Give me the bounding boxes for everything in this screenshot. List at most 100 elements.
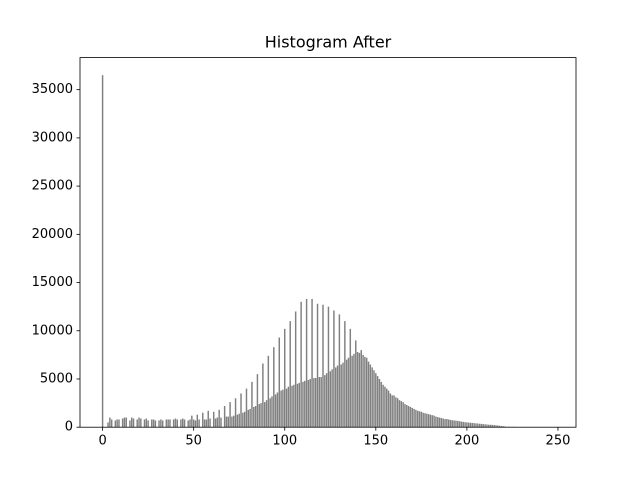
bar	[369, 364, 372, 428]
bar	[234, 398, 237, 428]
bar	[333, 310, 335, 428]
bar	[475, 423, 477, 428]
bar	[289, 321, 291, 428]
bar	[335, 367, 337, 428]
bar	[340, 364, 342, 428]
bar	[165, 419, 168, 428]
bar	[316, 303, 319, 428]
bar	[196, 414, 199, 428]
bar	[260, 403, 262, 428]
bar	[375, 373, 377, 428]
bar	[336, 365, 339, 428]
bar	[355, 340, 357, 428]
bar	[121, 418, 124, 428]
bar	[154, 420, 157, 428]
bar	[353, 353, 355, 428]
bar	[192, 419, 195, 428]
bar	[318, 377, 321, 428]
x-tick-label: 200	[454, 434, 479, 449]
bar	[198, 419, 200, 428]
bar	[416, 410, 419, 428]
bar	[238, 413, 240, 428]
bar	[402, 402, 404, 428]
bar	[389, 393, 392, 428]
bar	[231, 416, 233, 428]
bar	[451, 420, 454, 428]
bar	[278, 337, 281, 428]
x-tick-label: 150	[363, 434, 388, 449]
bar	[367, 361, 370, 428]
bar	[189, 419, 191, 428]
bar	[331, 369, 333, 428]
bar	[464, 422, 466, 428]
bar	[406, 405, 408, 428]
bar	[258, 404, 260, 428]
bar	[458, 421, 461, 428]
bar	[382, 384, 384, 428]
bar	[294, 311, 297, 428]
bar	[202, 412, 204, 428]
bar	[455, 420, 457, 428]
bar	[364, 356, 366, 428]
bar	[263, 402, 266, 428]
bar	[437, 417, 439, 428]
bar	[214, 418, 217, 428]
bar	[262, 363, 264, 428]
bar	[284, 328, 286, 428]
bar	[420, 411, 423, 428]
bar	[400, 401, 403, 428]
bar	[314, 378, 317, 428]
bar	[305, 298, 308, 428]
bar	[495, 425, 497, 428]
bar	[209, 418, 211, 428]
bar	[467, 422, 470, 428]
bar	[207, 410, 209, 428]
bar	[477, 423, 479, 428]
bar	[123, 417, 126, 428]
bar	[242, 412, 244, 428]
bar	[386, 388, 388, 428]
bar	[466, 422, 468, 428]
bar	[227, 416, 230, 428]
bar	[497, 425, 499, 428]
bar	[249, 408, 251, 428]
bar	[373, 370, 375, 428]
y-tick-label: 35000	[32, 82, 73, 97]
bar	[469, 422, 472, 428]
bar	[426, 413, 428, 428]
bar	[216, 417, 219, 428]
bar	[462, 421, 464, 428]
bar	[358, 352, 361, 428]
bar	[344, 321, 346, 428]
bar	[245, 388, 248, 428]
bar	[240, 393, 242, 428]
bar	[158, 420, 160, 428]
bar	[446, 419, 448, 428]
bar	[182, 418, 184, 428]
bar	[491, 424, 494, 428]
bar	[172, 419, 175, 428]
bar	[194, 420, 197, 428]
bar	[116, 419, 118, 428]
bar	[174, 418, 177, 428]
bar	[351, 355, 353, 428]
bar	[356, 351, 359, 428]
bar	[280, 390, 282, 428]
bar	[143, 419, 146, 428]
bar	[282, 389, 284, 428]
x-tick-label: 0	[98, 434, 106, 449]
bar	[360, 350, 362, 428]
bar	[110, 419, 113, 428]
bar	[376, 376, 379, 428]
bar	[473, 423, 475, 428]
bar	[236, 414, 239, 428]
x-tick-label: 50	[185, 434, 202, 449]
x-tick-label: 100	[272, 434, 297, 449]
bar	[424, 413, 426, 428]
bar	[322, 304, 324, 428]
bar	[342, 362, 344, 428]
bar	[325, 373, 328, 428]
bar	[183, 419, 186, 428]
bar	[287, 386, 290, 428]
bar	[152, 419, 155, 428]
